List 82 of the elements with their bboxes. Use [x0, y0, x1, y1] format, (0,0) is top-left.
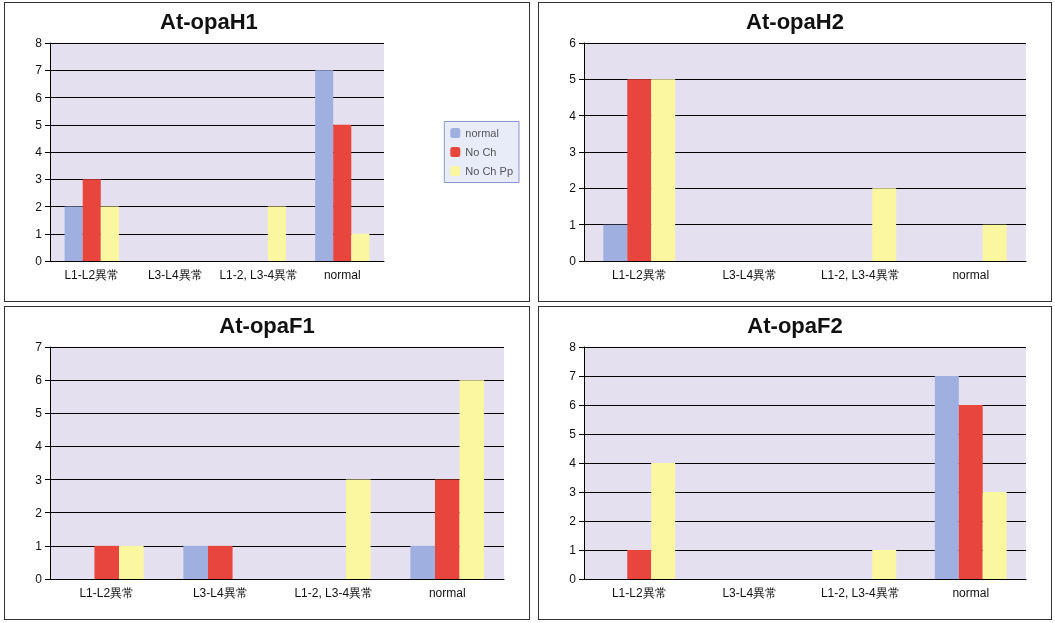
y-tick-label: 2 [35, 199, 43, 214]
legend-label: No Ch [465, 146, 497, 158]
bar [346, 479, 371, 579]
x-tick-label: L1-L2異常 [79, 586, 135, 600]
y-tick-label: 5 [35, 117, 43, 132]
y-tick-label: 5 [569, 72, 577, 87]
y-tick-label: 4 [35, 439, 43, 454]
y-tick-label: 5 [569, 427, 577, 441]
y-tick-label: 6 [569, 398, 577, 412]
y-tick-label: 0 [569, 254, 577, 268]
bar [934, 376, 959, 579]
bar [100, 206, 119, 261]
y-tick-label: 6 [569, 36, 577, 50]
y-tick-label: 8 [569, 340, 577, 354]
y-tick-label: 7 [35, 340, 43, 354]
bar [627, 79, 652, 261]
bar [315, 70, 334, 261]
legend-label: No Ch Pp [465, 165, 514, 177]
y-tick-label: 0 [569, 572, 577, 586]
bar [627, 550, 652, 579]
x-tick-label: L1-L2異常 [64, 268, 120, 282]
y-tick-label: 6 [35, 373, 43, 388]
bar [183, 545, 208, 579]
y-tick-label: 2 [569, 181, 577, 196]
legend-label: normal [465, 127, 499, 139]
y-tick-label: 7 [569, 369, 577, 383]
bar [351, 233, 370, 261]
bar [119, 545, 144, 579]
y-tick-label: 4 [569, 456, 577, 470]
bar [333, 124, 352, 261]
y-tick-label: 3 [569, 485, 577, 499]
y-tick-label: 1 [35, 226, 43, 241]
bar [651, 463, 676, 579]
x-tick-label: normal [323, 268, 361, 282]
y-tick-label: 1 [569, 543, 577, 557]
y-tick-label: 0 [35, 254, 43, 268]
bar [267, 206, 286, 261]
bar [958, 405, 983, 579]
y-tick-label: 7 [35, 63, 43, 78]
bar [410, 545, 435, 579]
x-tick-label: L1-2, L3-4異常 [820, 586, 900, 600]
y-tick-label: 2 [35, 505, 43, 520]
chart-title: At-opaF2 [747, 312, 843, 338]
x-tick-label: L3-L4異常 [722, 268, 778, 282]
bar [94, 545, 120, 579]
x-tick-label: L1-L2異常 [611, 268, 667, 282]
bar [434, 479, 460, 579]
bar [982, 224, 1007, 261]
chart-title: At-opaF1 [219, 312, 315, 338]
bar [651, 79, 676, 261]
y-tick-label: 5 [35, 406, 43, 421]
y-tick-label: 1 [35, 538, 43, 553]
x-tick-label: L1-2, L3-4異常 [219, 268, 299, 282]
y-tick-label: 3 [35, 172, 43, 187]
y-tick-label: 1 [569, 217, 577, 232]
bar [207, 545, 233, 579]
bar [982, 492, 1007, 579]
chart-title: At-opaH2 [746, 8, 844, 34]
y-tick-label: 0 [35, 572, 43, 586]
y-tick-label: 3 [35, 472, 43, 487]
bar [64, 206, 83, 261]
y-tick-label: 6 [35, 90, 43, 105]
x-tick-label: L1-2, L3-4異常 [820, 268, 900, 282]
x-tick-label: L1-2, L3-4異常 [294, 586, 374, 600]
chart-title: At-opaH1 [160, 8, 258, 34]
y-tick-label: 4 [569, 108, 577, 123]
x-tick-label: L3-L4異常 [722, 586, 778, 600]
y-tick-label: 3 [569, 145, 577, 159]
y-tick-label: 4 [35, 145, 43, 159]
bar [459, 380, 485, 579]
x-tick-label: normal [428, 586, 466, 600]
bar [872, 550, 897, 579]
bar [82, 179, 101, 261]
x-tick-label: normal [952, 586, 990, 600]
y-tick-label: 2 [569, 514, 577, 528]
x-tick-label: L3-L4異常 [192, 586, 248, 600]
bar [872, 188, 897, 261]
x-tick-label: normal [952, 268, 990, 282]
x-tick-label: L3-L4異常 [147, 268, 203, 282]
y-tick-label: 8 [35, 36, 43, 50]
bar [603, 224, 628, 261]
x-tick-label: L1-L2異常 [611, 586, 667, 600]
